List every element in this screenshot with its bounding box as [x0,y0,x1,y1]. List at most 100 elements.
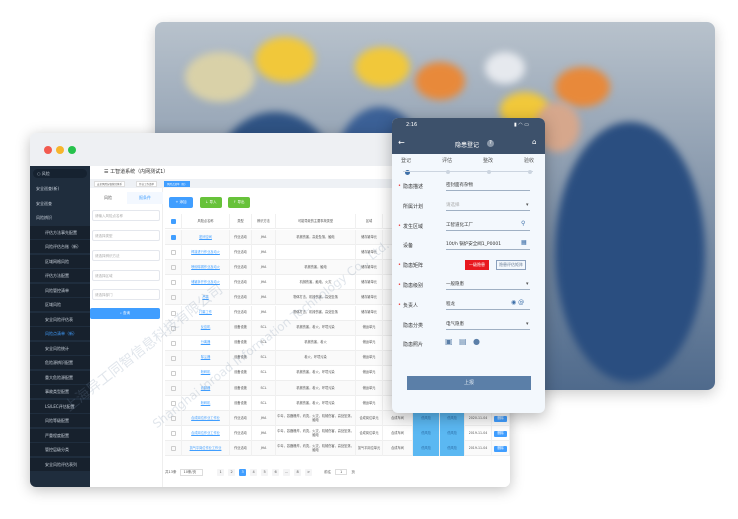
sidebar-search[interactable]: ○ 风险 [33,169,87,178]
close-window-button[interactable] [44,146,52,154]
sidebar-item[interactable]: 管控层级分类 [30,443,90,456]
row-checkbox[interactable] [170,370,176,376]
location-pin-icon[interactable]: ⚲ [521,219,526,227]
risk-point-link[interactable]: 合成岗位作业工作业 [191,430,220,435]
page-button[interactable]: 8 [294,468,302,476]
risk-point-link[interactable]: 焊接进行作业及动火 [191,249,220,254]
delete-button[interactable]: 删除 [494,430,507,437]
sidebar-item[interactable]: 安全巡查 [36,200,52,206]
filter-input-name[interactable]: 请输入风险点名称 [92,210,160,221]
row-checkbox[interactable] [170,416,176,422]
tag-active[interactable]: 风险点清单（新） [164,181,191,187]
page-size-select[interactable]: 10条/页 [180,468,204,476]
delete-button[interactable]: 删除 [494,445,507,452]
sidebar-item[interactable]: 风险辨识 [36,215,52,220]
sidebar-item[interactable]: LS/LEC评估配置 [30,399,90,413]
risk-point-link[interactable]: 反应机 [200,325,211,330]
sidebar-item[interactable]: 严重程度配置 [30,428,90,442]
risk-point-link[interactable]: 吊装 [202,294,209,299]
sidebar-item[interactable]: 风险等级配置 [30,414,90,427]
export-button[interactable]: ↑ 导出 [228,197,250,208]
field-value[interactable]: 电气隐患 [446,321,530,330]
dropdown-arrow-icon[interactable]: ▾ [526,201,529,208]
back-arrow-icon[interactable]: ← [398,138,405,147]
image-add-icon[interactable]: ▣ [445,337,453,347]
risk-point-link[interactable]: 喷砂除锈作业及动火 [191,264,220,269]
sidebar-item[interactable]: 区域风险 [30,298,90,311]
page-button[interactable]: 2 [228,468,236,476]
risk-point-link[interactable]: 氯气平岗位作业工作业 [189,445,222,450]
hazard-matrix-button[interactable]: 隐患评估矩阵 [496,260,526,271]
minimize-window-button[interactable] [56,146,64,154]
field-value[interactable]: 程龙 [446,301,530,310]
risk-point-link[interactable]: 合成岗位作业工作业 [191,415,220,420]
page-button[interactable]: ... [283,468,291,476]
home-icon[interactable]: ⌂ [532,138,537,146]
risk-point-link[interactable]: 打磨工作 [199,310,212,315]
risk-point-link[interactable]: 粉碎机 [200,370,211,375]
sidebar-item[interactable]: 危险源辨识配置 [30,356,90,369]
select-all-checkbox[interactable] [170,219,176,224]
page-button[interactable]: 1 [217,468,225,476]
row-checkbox[interactable] [170,401,176,407]
microphone-add-icon[interactable]: ● [473,337,480,347]
sidebar-item[interactable]: 风险评估台账（新） [30,240,90,253]
sidebar-item[interactable]: 风险管控清单 [30,283,90,297]
sidebar-item[interactable]: 评估方法事先配置 [30,225,90,239]
menu-toggle-icon[interactable]: ☰ [104,169,111,175]
row-checkbox[interactable] [170,431,176,437]
field-value[interactable]: 10t/h 锅炉安全阀1_P0001 [446,241,530,251]
row-checkbox[interactable] [170,325,176,331]
row-checkbox[interactable] [170,280,176,286]
filter-select-dept[interactable]: 请选择部门 [92,289,160,300]
dropdown-arrow-icon[interactable]: ▾ [526,281,529,287]
sidebar-item[interactable]: 评估方法配置 [30,269,90,282]
sidebar-item[interactable]: 安全风险评估表 [30,312,90,326]
field-value[interactable]: 请选择 [446,202,530,211]
row-checkbox[interactable] [170,310,176,316]
field-value[interactable]: 工智道化工厂 [446,222,530,231]
submit-button[interactable]: 上报 [407,376,531,390]
sidebar-item[interactable]: 安全巡查(新) [36,186,60,191]
risk-point-link[interactable]: 滤膜器 [200,385,211,390]
import-button[interactable]: ↓ 导入 [200,197,222,208]
tag-0[interactable]: 安全风险分级管控体系 [94,181,126,187]
sidebar-item[interactable]: 区域网格风险 [30,254,90,268]
sidebar-item[interactable]: 安全风险统计 [30,341,90,355]
risk-point-link[interactable]: 粉碎机 [200,400,211,405]
row-checkbox[interactable] [170,355,176,361]
risk-point-link[interactable]: 储罐拆开作业及动火 [191,279,220,284]
row-checkbox[interactable] [170,446,176,452]
field-value[interactable]: 密封面有杂物 [446,182,530,191]
row-checkbox[interactable] [170,340,176,346]
page-button[interactable]: 3 [239,468,247,476]
filter-select-area[interactable]: 请选择区域 [92,270,160,281]
sidebar-item[interactable]: 安全风险评估表列 [30,457,90,471]
sidebar-item[interactable]: 重大危险源配置 [30,370,90,384]
page-button[interactable]: 6 [272,468,280,476]
row-checkbox[interactable] [170,295,176,301]
filter-tab-1[interactable]: 报条件 [127,192,163,204]
field-value[interactable]: 一般隐患 [446,281,530,290]
row-checkbox[interactable] [170,265,176,271]
row-checkbox[interactable] [170,386,176,391]
contact-icon[interactable]: ◉ @ [511,298,525,306]
video-add-icon[interactable]: ▤ [459,337,467,347]
row-checkbox[interactable] [170,250,176,256]
help-icon[interactable]: ? [487,140,494,147]
add-button[interactable]: + 添加 [169,197,193,208]
page-button[interactable]: 4 [250,468,258,476]
goto-input[interactable]: 1 [335,469,348,475]
sidebar-item[interactable]: 风险点清单（新） [30,327,90,340]
tag-1[interactable]: 作业工作清单 [136,181,158,187]
risk-point-link[interactable]: 分离器 [200,340,211,345]
maximize-window-button[interactable] [68,146,76,154]
page-button[interactable]: > [305,468,313,476]
risk-point-link[interactable]: 除尘器 [200,355,211,360]
sidebar-item[interactable]: 事故类型配置 [30,385,90,398]
filter-tab-0[interactable]: 风险 [104,195,112,200]
row-checkbox[interactable] [170,235,176,240]
risk-point-link[interactable]: 密闭空间 [199,234,212,239]
filter-select-method[interactable]: 请选择辨识方法 [92,250,160,261]
page-button[interactable]: 5 [261,468,269,476]
